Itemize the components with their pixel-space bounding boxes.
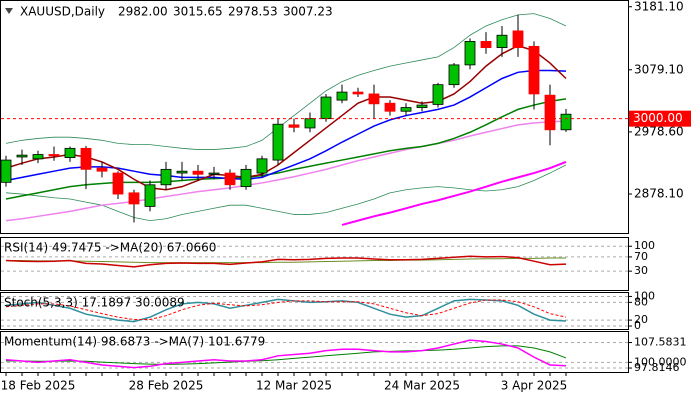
candle-body	[336, 91, 348, 101]
candle-body	[208, 172, 220, 175]
candle-body	[496, 34, 508, 48]
candle-body	[96, 167, 108, 172]
candle-body	[304, 118, 316, 129]
candle-body	[512, 30, 524, 48]
y-tick-label: 100.0000	[634, 355, 687, 368]
indicator-line	[6, 257, 567, 264]
y-tick-label: 100	[634, 239, 655, 252]
candle-body	[368, 93, 380, 105]
candle-body	[288, 124, 300, 128]
y-tick-label: 0	[634, 319, 641, 332]
candle-body	[560, 113, 572, 131]
candle-body	[240, 168, 252, 188]
ohlc-label: 2982.00	[118, 5, 168, 19]
ohlc-label: 3015.65	[173, 5, 223, 19]
panel-marks	[5, 298, 567, 323]
candle-body	[448, 64, 460, 86]
panel-frame	[0, 0, 629, 234]
y-tick-label: 107.5831	[634, 336, 687, 349]
indicator-title: RSI(14) 49.7475 ->MA(20) 67.0660	[4, 241, 216, 255]
candle-body	[32, 154, 44, 160]
candle-body	[224, 172, 236, 186]
y-tick-label: 100	[634, 289, 655, 302]
candle-body	[64, 147, 76, 158]
candle-body	[176, 170, 188, 174]
candle-body	[464, 41, 476, 66]
candle-body	[16, 154, 28, 158]
indicator-line	[5, 298, 567, 323]
ohlc-label: 3007.23	[283, 5, 333, 19]
ohlc-label: 2978.53	[228, 5, 278, 19]
candle-body	[384, 102, 396, 112]
candle-body	[544, 94, 556, 131]
y-tick-label: 3079.10	[634, 62, 684, 76]
candle-body	[112, 172, 124, 195]
indicator-line	[5, 120, 567, 222]
indicator-line	[6, 345, 567, 365]
candle-body	[1, 159, 12, 183]
y-tick-label: 2978.60	[634, 124, 684, 138]
indicator-line	[5, 98, 567, 200]
candle-body	[192, 170, 204, 175]
y-tick-label: 3181.10	[634, 0, 684, 13]
candle-body	[256, 158, 268, 174]
y-tick-label: 80	[634, 295, 648, 308]
candle-body	[400, 107, 412, 112]
x-tick-label: 18 Feb 2025	[1, 379, 76, 393]
candle-body	[272, 123, 284, 161]
chart-title: XAUUSD,Daily	[20, 5, 105, 19]
candle-body	[416, 104, 428, 108]
y-tick-label: 97.8146	[634, 361, 680, 374]
panel-marks	[1, 13, 572, 226]
y-tick-label: 2878.10	[634, 187, 684, 201]
price-tag	[629, 110, 691, 127]
panel-marks	[5, 255, 567, 268]
y-tick-label: 30	[634, 264, 648, 277]
x-tick-label: 3 Apr 2025	[501, 379, 568, 393]
price-tag-label: 3000.00	[633, 111, 683, 125]
indicator-line	[5, 255, 567, 268]
panel-frame	[0, 331, 629, 373]
candle-body	[352, 91, 364, 95]
indicator-title: Stoch(5,3,3) 17.1897 30.0089	[4, 296, 185, 310]
candle-body	[80, 147, 92, 170]
indicator-line	[341, 160, 567, 226]
candle-body	[320, 96, 332, 120]
panel-marks	[5, 339, 567, 369]
x-tick-label: 24 Mar 2025	[384, 379, 460, 393]
x-tick-label: 12 Mar 2025	[256, 379, 332, 393]
indicator-line	[5, 339, 567, 369]
candle-body	[480, 41, 492, 48]
candle-body	[528, 45, 540, 95]
candle-body	[128, 192, 140, 205]
panel-frame	[0, 292, 629, 330]
candle-body	[160, 168, 172, 186]
candle-body	[144, 184, 156, 207]
candle-body	[48, 154, 60, 157]
symbol-icon	[5, 8, 13, 14]
x-tick-label: 28 Feb 2025	[129, 379, 204, 393]
candle-body	[432, 84, 444, 105]
indicator-line	[5, 44, 567, 191]
indicator-line	[5, 69, 567, 182]
indicator-title: Momentum(14) 98.6873 ->MA(7) 101.6779	[4, 335, 265, 349]
y-tick-label: 70	[634, 250, 648, 263]
indicator-line	[5, 13, 567, 150]
y-tick-label: 20	[634, 313, 648, 326]
panel-frame	[0, 237, 629, 291]
